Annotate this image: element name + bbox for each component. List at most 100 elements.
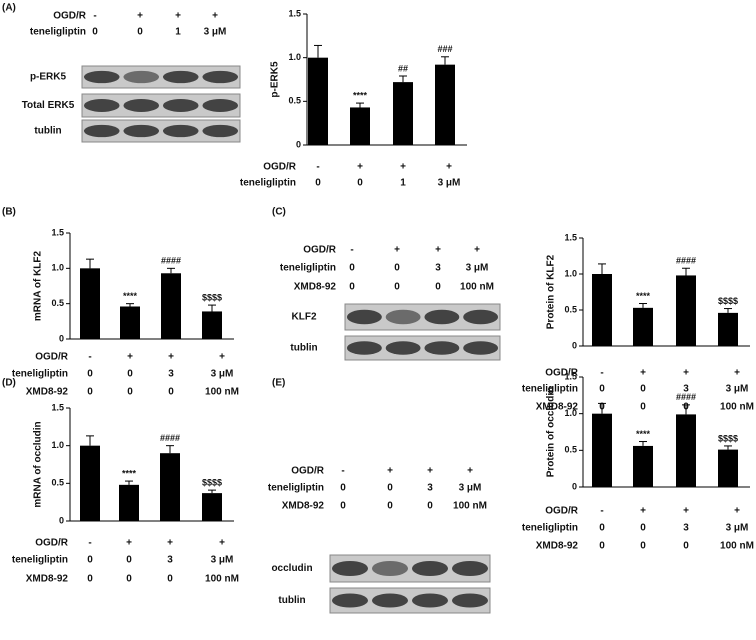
y-tick-label: 0.5 (288, 96, 301, 106)
condition-value: 100 nM (205, 387, 239, 398)
condition-value: 0 (315, 178, 321, 189)
blot-band (123, 70, 160, 84)
bar (80, 445, 100, 521)
y-tick-label: 1.0 (564, 408, 577, 418)
condition-value: 100 nM (720, 402, 754, 413)
blot-band (372, 560, 408, 577)
y-tick-label: 0.5 (51, 478, 64, 488)
condition-value: + (446, 162, 452, 173)
condition-label: teneligliptin (12, 555, 68, 566)
condition-value: - (88, 352, 91, 363)
condition-value: 3 μM (466, 263, 489, 274)
condition-label: XMD8-92 (536, 541, 579, 552)
condition-value: 0 (599, 384, 605, 395)
condition-label: XMD8-92 (26, 574, 69, 585)
blot-band (385, 341, 421, 355)
condition-value: + (137, 11, 143, 22)
condition-value: - (93, 11, 96, 22)
significance-label: #### (676, 256, 696, 266)
condition-value: + (734, 368, 740, 379)
condition-value: + (357, 162, 363, 173)
condition-value: 100 nM (205, 574, 239, 585)
condition-value: 1 (400, 178, 406, 189)
condition-value: - (341, 466, 344, 477)
condition-value: + (427, 466, 433, 477)
y-tick-label: 1.5 (564, 232, 577, 242)
condition-value: 0 (394, 282, 400, 293)
bar (592, 274, 612, 346)
blot-band (123, 99, 160, 112)
significance-label: ## (398, 63, 408, 73)
y-axis-label: Protein of KLF2 (546, 254, 557, 329)
condition-value: 0 (394, 263, 400, 274)
bar (718, 449, 738, 487)
condition-value: + (467, 466, 473, 477)
condition-value: 0 (126, 574, 132, 585)
condition-label: OGD/R (291, 466, 325, 477)
condition-value: + (167, 538, 173, 549)
condition-value: 0 (427, 501, 433, 512)
condition-value: + (734, 506, 740, 517)
condition-value: 0 (387, 501, 393, 512)
condition-value: 0 (127, 387, 133, 398)
blot-row-label: tublin (278, 595, 305, 606)
y-tick-label: 1.0 (51, 263, 64, 273)
blot-band (83, 70, 120, 84)
panel-label: (D) (2, 378, 16, 389)
condition-value: 100 nM (720, 541, 754, 552)
condition-value: 3 (167, 555, 173, 566)
bar (633, 445, 653, 487)
condition-value: 0 (127, 369, 133, 380)
significance-label: #### (161, 256, 181, 266)
condition-label: OGD/R (53, 11, 87, 22)
significance-label: $$$$ (718, 296, 738, 306)
bar (119, 484, 139, 521)
y-axis-label: mRNA of occludin (33, 421, 44, 507)
condition-value: 0 (87, 387, 93, 398)
y-axis-label: Protein of occludin (546, 387, 557, 478)
condition-label: OGD/R (303, 245, 337, 256)
y-tick-label: 0 (572, 340, 577, 350)
condition-value: - (316, 162, 319, 173)
bar (161, 273, 181, 339)
condition-value: 1 (175, 27, 181, 38)
condition-value: 3 μM (726, 384, 749, 395)
condition-value: 0 (92, 27, 98, 38)
condition-value: 0 (683, 541, 689, 552)
condition-value: 3 μM (204, 27, 227, 38)
condition-value: + (219, 352, 225, 363)
blot-band (332, 560, 368, 577)
blot-row-label: p-ERK5 (30, 72, 67, 83)
condition-value: + (683, 506, 689, 517)
condition-value: + (212, 11, 218, 22)
blot-band (424, 341, 460, 355)
condition-value: 0 (387, 483, 393, 494)
blot-band (385, 309, 421, 325)
blot-band (412, 593, 448, 608)
significance-label: **** (123, 291, 138, 301)
condition-value: 0 (168, 387, 174, 398)
condition-value: - (350, 245, 353, 256)
condition-value: 0 (349, 282, 355, 293)
y-tick-label: 1.0 (51, 440, 64, 450)
blot-band (452, 593, 488, 608)
bar (308, 57, 328, 145)
significance-label: $$$$ (718, 433, 738, 443)
panel-label: (C) (272, 207, 286, 218)
condition-label: teneligliptin (522, 523, 578, 534)
bar (80, 268, 100, 339)
condition-value: 100 nM (460, 282, 494, 293)
blot-row-label: tublin (290, 343, 317, 354)
condition-label: teneligliptin (12, 369, 68, 380)
condition-value: 3 μM (459, 483, 482, 494)
significance-label: **** (636, 291, 651, 301)
bar (202, 311, 222, 339)
bar (393, 82, 413, 145)
significance-label: $$$$ (202, 477, 222, 487)
bar (202, 493, 222, 521)
condition-label: teneligliptin (30, 27, 86, 38)
y-tick-label: 0 (59, 515, 64, 525)
significance-label: ### (437, 44, 452, 54)
condition-value: 0 (167, 574, 173, 585)
